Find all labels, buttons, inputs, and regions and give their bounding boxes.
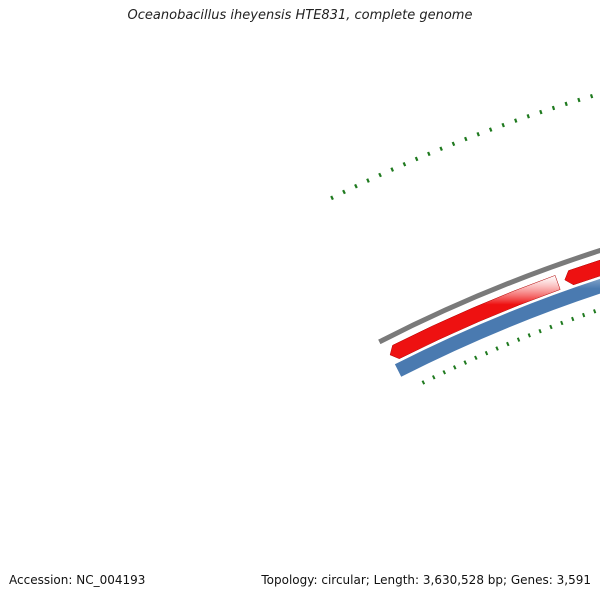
inner-minor-tick [560,320,564,326]
minor-tick [414,156,419,162]
minor-tick [564,101,568,107]
inner-minor-tick [474,355,478,361]
minor-tick [526,114,530,119]
inner-minor-tick [506,341,510,347]
inner-tick-track [421,309,597,385]
inner-minor-tick [463,360,468,365]
inner-minor-tick [549,324,553,330]
gene-dapG[interactable] [394,241,600,377]
minor-tick [476,132,480,137]
minor-tick [342,189,346,195]
minor-tick [514,118,518,123]
inner-minor-tick [495,346,499,351]
inner-minor-tick [593,309,597,314]
minor-tick [451,141,456,147]
minor-tick [551,105,556,111]
outer-tick-track [330,93,594,201]
minor-tick [501,122,505,128]
minor-tick [366,178,370,183]
inner-minor-tick [431,375,436,380]
inner-minor-tick [582,312,586,318]
inner-minor-tick [442,370,447,375]
minor-tick [427,151,431,157]
minor-tick [402,161,407,167]
minor-tick [354,183,358,189]
inner-minor-tick [421,380,426,385]
minor-tick [589,93,594,99]
inner-minor-tick [527,333,531,338]
minor-tick [330,195,334,201]
inner-minor-tick [538,328,542,334]
inner-minor-tick [516,337,521,342]
minor-tick [378,172,382,178]
forward-gene-arrow[interactable] [389,275,561,359]
genome-summary-text: Topology: circular; Length: 3,630,528 bp… [261,573,591,587]
genome-backbone [378,248,600,345]
accession-text: Accession: NC_004193 [9,573,146,587]
minor-tick [539,109,543,115]
minor-tick [390,167,395,172]
inner-minor-tick [571,316,575,322]
forward-gene-arrow[interactable] [564,223,600,286]
inner-minor-tick [452,365,457,370]
inner-minor-tick [484,350,489,356]
map-title: Oceanobacillus iheyensis HTE831, complet… [127,8,473,23]
minor-tick [464,136,468,142]
minor-tick [488,127,493,132]
forward-strand-track [389,223,600,359]
minor-tick [577,97,581,103]
minor-tick [439,146,443,152]
reverse-strand-track [394,241,600,377]
